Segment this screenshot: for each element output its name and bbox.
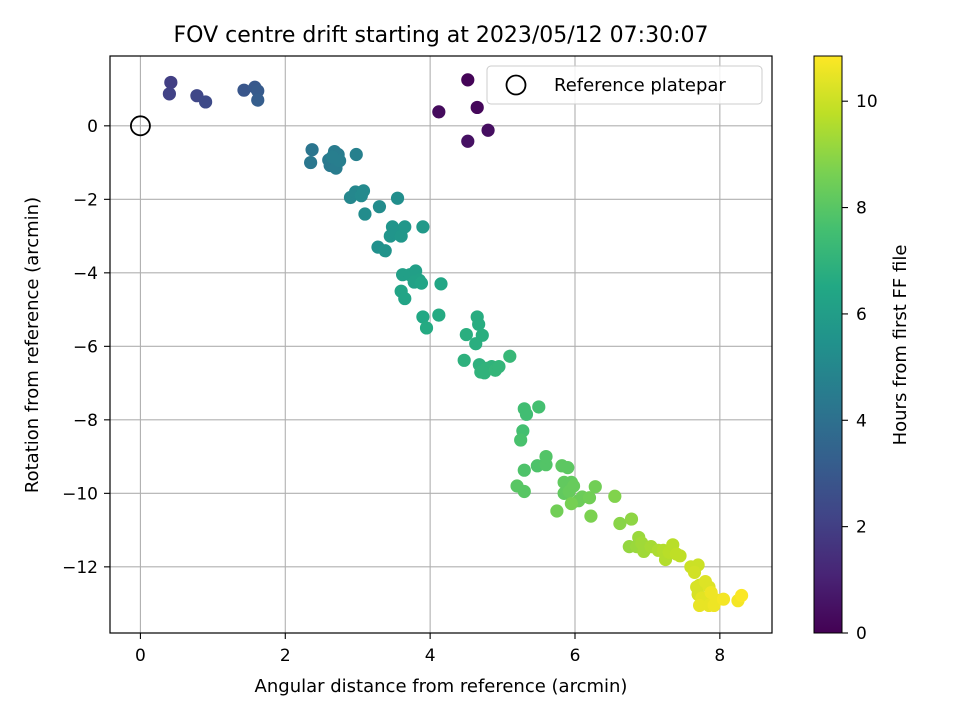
x-tick-label: 8 xyxy=(714,646,725,666)
y-tick-label: −6 xyxy=(73,337,98,357)
data-point xyxy=(492,359,506,374)
data-point xyxy=(673,549,687,563)
data-point xyxy=(472,317,486,331)
data-point xyxy=(378,244,392,258)
data-point xyxy=(358,207,372,221)
legend-marker-icon xyxy=(505,74,527,96)
data-point xyxy=(517,463,531,477)
y-tick-label: −10 xyxy=(62,484,98,504)
data-point xyxy=(517,484,531,499)
data-point xyxy=(432,308,446,322)
plot-frame xyxy=(109,55,773,634)
x-axis-ticks: 0 2 4 6 8 xyxy=(135,633,725,666)
data-point xyxy=(613,516,627,531)
y-tick-label: 0 xyxy=(87,117,98,137)
data-point xyxy=(564,497,578,511)
data-point xyxy=(582,491,597,505)
data-point xyxy=(481,123,495,137)
reference-point-marker xyxy=(130,115,151,137)
data-point xyxy=(356,184,371,198)
data-point xyxy=(608,489,622,503)
data-point xyxy=(514,433,528,447)
data-point xyxy=(566,479,581,493)
data-point xyxy=(419,321,434,335)
data-point xyxy=(305,143,319,157)
data-point xyxy=(461,134,475,148)
data-point xyxy=(561,461,575,475)
y-tick-label: −12 xyxy=(62,558,98,578)
y-tick-label: −4 xyxy=(73,264,98,284)
y-axis-label: Rotation from reference (arcmin) xyxy=(22,197,43,493)
data-point xyxy=(624,512,639,526)
legend: Reference platepar xyxy=(486,65,763,105)
data-point xyxy=(532,400,546,414)
data-point xyxy=(390,191,405,205)
data-point xyxy=(237,83,251,97)
data-point xyxy=(550,504,564,518)
data-point xyxy=(457,353,471,367)
colorbar-label: Hours from first FF file xyxy=(890,245,911,446)
data-point xyxy=(470,100,484,115)
data-point xyxy=(734,588,749,603)
data-point xyxy=(164,75,178,90)
data-points xyxy=(162,73,749,613)
x-axis-label: Angular distance from reference (arcmin) xyxy=(255,676,628,697)
data-point xyxy=(416,310,430,324)
chart-title: FOV centre drift starting at 2023/05/12 … xyxy=(174,23,709,48)
data-point xyxy=(584,509,598,523)
data-point xyxy=(251,84,265,98)
data-point xyxy=(372,200,387,214)
colorbar-tick-label: 4 xyxy=(856,411,867,431)
x-tick-label: 4 xyxy=(425,646,436,666)
data-point xyxy=(162,87,176,101)
colorbar-tick-label: 0 xyxy=(856,624,867,644)
data-point xyxy=(519,407,534,421)
data-point xyxy=(716,592,731,606)
data-point xyxy=(416,220,430,234)
colorbar-tick-label: 8 xyxy=(856,199,867,219)
data-point xyxy=(477,366,492,380)
colorbar-ticks: 0 2 4 6 8 10 xyxy=(842,92,878,644)
data-point xyxy=(434,277,448,291)
x-tick-label: 6 xyxy=(570,646,581,666)
data-point xyxy=(704,585,718,600)
data-point xyxy=(503,349,517,363)
colorbar-tick-label: 6 xyxy=(856,305,867,325)
data-point xyxy=(325,150,339,164)
data-point xyxy=(539,449,553,464)
colorbar xyxy=(813,55,843,634)
data-point xyxy=(461,73,475,87)
data-point xyxy=(459,327,473,342)
colorbar-tick-label: 2 xyxy=(856,518,867,538)
data-point xyxy=(469,337,483,351)
x-tick-label: 0 xyxy=(135,646,146,666)
data-point xyxy=(251,93,265,107)
legend-entry-reference: Reference platepar xyxy=(554,75,726,96)
grid-lines xyxy=(110,56,772,633)
y-tick-label: −8 xyxy=(73,411,98,431)
y-axis-ticks: 0 −2 −4 −6 −8 −10 −12 xyxy=(62,117,110,578)
colorbar-tick-label: 10 xyxy=(856,92,878,112)
x-tick-label: 2 xyxy=(280,646,291,666)
data-point xyxy=(398,220,412,234)
data-point xyxy=(304,155,318,170)
data-point xyxy=(432,105,446,119)
data-point xyxy=(414,276,429,290)
data-point xyxy=(588,480,602,494)
data-point xyxy=(199,95,213,109)
legend-box xyxy=(486,65,763,105)
data-point xyxy=(398,291,412,306)
y-tick-label: −2 xyxy=(73,190,98,210)
data-point xyxy=(692,598,707,613)
data-point xyxy=(687,565,702,579)
data-point xyxy=(349,147,363,162)
